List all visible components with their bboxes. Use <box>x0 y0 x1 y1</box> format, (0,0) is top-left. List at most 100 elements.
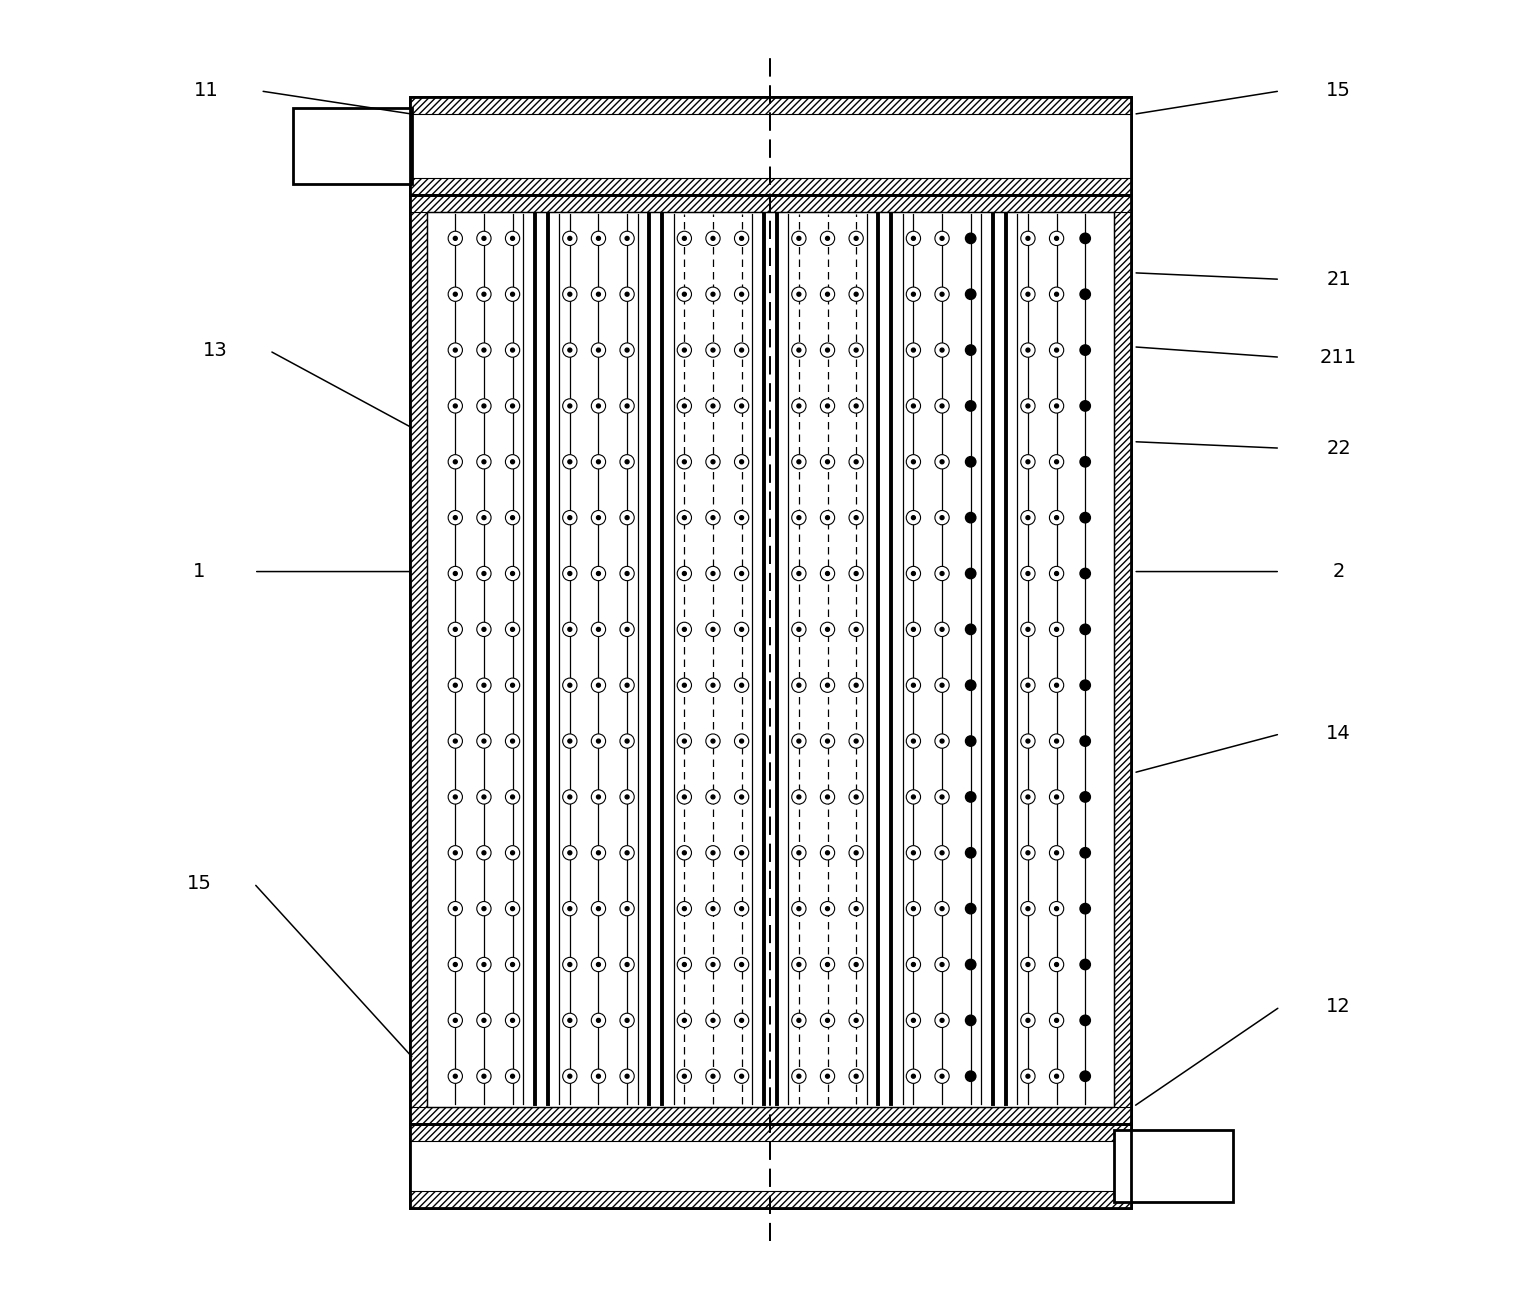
Circle shape <box>454 963 457 966</box>
Circle shape <box>706 622 719 637</box>
Circle shape <box>511 1074 514 1078</box>
Circle shape <box>1049 734 1063 748</box>
Circle shape <box>683 627 686 631</box>
Circle shape <box>821 734 834 748</box>
Circle shape <box>477 231 491 246</box>
Bar <box>426 212 1114 1107</box>
Circle shape <box>792 287 805 301</box>
Circle shape <box>934 566 950 581</box>
Circle shape <box>848 790 864 804</box>
Circle shape <box>448 231 462 246</box>
Circle shape <box>1020 1069 1035 1083</box>
Circle shape <box>511 795 514 799</box>
Circle shape <box>792 846 805 860</box>
Circle shape <box>825 963 830 966</box>
Circle shape <box>1080 848 1091 859</box>
Circle shape <box>676 734 692 748</box>
Circle shape <box>477 790 491 804</box>
Circle shape <box>907 287 920 301</box>
Circle shape <box>940 460 943 464</box>
Circle shape <box>477 846 491 860</box>
Circle shape <box>620 734 634 748</box>
Circle shape <box>798 516 801 520</box>
Circle shape <box>735 957 749 972</box>
Circle shape <box>798 1074 801 1078</box>
Circle shape <box>825 683 830 687</box>
Circle shape <box>934 1013 950 1028</box>
Circle shape <box>1080 1070 1091 1081</box>
Circle shape <box>683 795 686 799</box>
Circle shape <box>591 902 606 916</box>
Circle shape <box>934 399 950 413</box>
Circle shape <box>626 348 629 352</box>
Circle shape <box>511 851 514 855</box>
Circle shape <box>620 287 634 301</box>
Circle shape <box>735 511 749 525</box>
Circle shape <box>1049 1013 1063 1028</box>
Circle shape <box>848 511 864 525</box>
Circle shape <box>597 404 600 408</box>
Circle shape <box>597 572 600 575</box>
Circle shape <box>1026 1074 1029 1078</box>
Circle shape <box>911 292 916 296</box>
Circle shape <box>712 572 715 575</box>
Circle shape <box>821 343 834 357</box>
Circle shape <box>683 739 686 743</box>
Circle shape <box>477 734 491 748</box>
Circle shape <box>739 963 744 966</box>
Bar <box>410 114 1131 178</box>
Circle shape <box>591 846 606 860</box>
Circle shape <box>448 399 462 413</box>
Circle shape <box>597 348 600 352</box>
Circle shape <box>940 404 943 408</box>
Circle shape <box>683 1018 686 1022</box>
Circle shape <box>482 1018 486 1022</box>
Circle shape <box>735 566 749 581</box>
Circle shape <box>591 511 606 525</box>
Circle shape <box>1080 735 1091 746</box>
Circle shape <box>1049 511 1063 525</box>
Circle shape <box>965 904 976 914</box>
Circle shape <box>568 404 572 408</box>
Circle shape <box>1049 902 1063 916</box>
Circle shape <box>482 683 486 687</box>
Circle shape <box>1020 622 1035 637</box>
Circle shape <box>934 231 950 246</box>
Circle shape <box>1054 292 1058 296</box>
Circle shape <box>821 622 834 637</box>
Circle shape <box>568 460 572 464</box>
Circle shape <box>482 627 486 631</box>
Circle shape <box>798 851 801 855</box>
Circle shape <box>798 739 801 743</box>
Circle shape <box>706 846 719 860</box>
Text: 15: 15 <box>187 874 212 892</box>
Circle shape <box>706 511 719 525</box>
Circle shape <box>940 1074 943 1078</box>
Circle shape <box>563 231 577 246</box>
Circle shape <box>712 907 715 911</box>
Circle shape <box>940 572 943 575</box>
Circle shape <box>597 516 600 520</box>
Circle shape <box>505 343 520 357</box>
Circle shape <box>511 516 514 520</box>
Circle shape <box>1049 455 1063 469</box>
Circle shape <box>620 343 634 357</box>
Circle shape <box>676 1013 692 1028</box>
Circle shape <box>454 236 457 240</box>
Circle shape <box>448 287 462 301</box>
Circle shape <box>448 734 462 748</box>
Circle shape <box>1026 460 1029 464</box>
Circle shape <box>792 511 805 525</box>
Circle shape <box>712 627 715 631</box>
Circle shape <box>712 1074 715 1078</box>
Circle shape <box>911 348 916 352</box>
Bar <box>410 1141 1131 1191</box>
Circle shape <box>934 287 950 301</box>
Circle shape <box>683 460 686 464</box>
Circle shape <box>940 907 943 911</box>
Circle shape <box>934 455 950 469</box>
Circle shape <box>626 236 629 240</box>
Circle shape <box>792 455 805 469</box>
Circle shape <box>454 404 457 408</box>
Circle shape <box>591 343 606 357</box>
